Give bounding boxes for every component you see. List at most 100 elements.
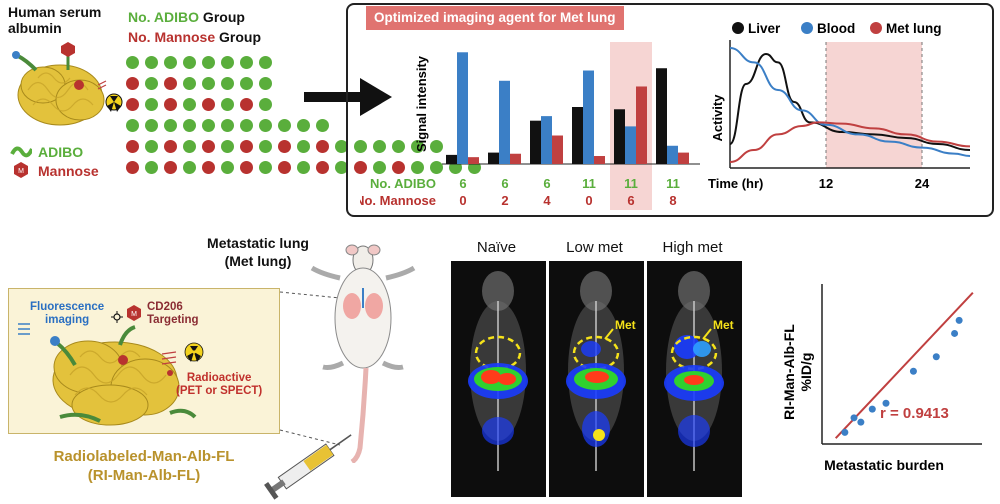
mannose-dot <box>126 161 139 174</box>
mouse-label-line2: (Met lung) <box>224 253 292 269</box>
mannose-dot <box>164 161 177 174</box>
mannose-dot <box>126 140 139 153</box>
adibo-dot <box>373 140 386 153</box>
agent-name-line1: Radiolabeled-Man-Alb-FL <box>53 448 235 465</box>
bar-blood <box>583 70 594 164</box>
adibo-dot <box>411 140 424 153</box>
adibo-dot <box>259 140 272 153</box>
low-met-callout: Met <box>615 318 636 332</box>
adibo-count: 11 <box>624 176 638 191</box>
adibo-dot <box>164 56 177 69</box>
adibo-dot <box>183 119 196 132</box>
adibo-dot <box>145 161 158 174</box>
svg-text:M: M <box>131 311 137 318</box>
mannose-group-title: No. Mannose Group <box>128 29 261 45</box>
mannose-count: 0 <box>459 193 466 208</box>
agent-name: Radiolabeled-Man-Alb-FL (RI-Man-Alb-FL) <box>8 447 280 485</box>
scatter-point <box>882 399 890 407</box>
naive-scan <box>468 271 528 471</box>
scatter-point <box>955 316 963 324</box>
fluorescence-label: Fluorescence imaging <box>30 301 104 327</box>
line-y-axis-label: Activity <box>710 94 725 142</box>
dot-grid <box>126 56 481 186</box>
legend-label-liver: Liver <box>748 21 781 36</box>
line-x-tick: 24 <box>915 176 930 191</box>
mouse-label-line1: Metastatic lung <box>207 235 309 251</box>
scatter-point <box>909 367 917 375</box>
mannose-legend-icon: M <box>14 162 28 178</box>
adibo-dot <box>221 119 234 132</box>
mannose-dot <box>164 77 177 90</box>
adibo-dot <box>202 77 215 90</box>
bar-met-lung <box>510 153 521 164</box>
correlation-chart: r = 0.9413 Metastatic burden RI-Man-Alb-FL… <box>781 284 982 473</box>
adibo-dot <box>240 119 253 132</box>
adibo-dot <box>297 119 310 132</box>
adibo-group-suffix: Group <box>199 9 245 25</box>
mannose-dot <box>240 98 253 111</box>
adibo-dot <box>221 140 234 153</box>
mannose-dot <box>164 140 177 153</box>
agent-name-line2: (RI-Man-Alb-FL) <box>87 467 201 484</box>
scatter-point <box>932 353 940 361</box>
bar-met-lung <box>468 157 479 164</box>
line-met-lung <box>729 121 971 163</box>
mannose-dot <box>126 98 139 111</box>
scatter-point <box>868 405 876 413</box>
adibo-dot <box>259 77 272 90</box>
adibo-group-title: No. ADIBO Group <box>128 9 245 25</box>
scatter-point <box>951 329 959 337</box>
adibo-dot <box>411 161 424 174</box>
adibo-count: 6 <box>459 176 466 191</box>
bar-met-lung <box>594 156 605 164</box>
mannose-dot <box>164 98 177 111</box>
mannose-dot <box>202 161 215 174</box>
adibo-dot <box>373 161 386 174</box>
correlation-annotation: r = 0.9413 <box>880 405 949 422</box>
adibo-dot <box>297 161 310 174</box>
svg-text:M: M <box>18 168 24 175</box>
radioactive-line1: Radioactive <box>186 372 252 384</box>
mannose-legend-label: Mannose <box>38 163 99 179</box>
adibo-dot <box>335 140 348 153</box>
regression-line <box>834 292 974 439</box>
mannose-dot <box>392 161 405 174</box>
scatter-y-axis-label-line1: RI-Man-Alb-FL <box>781 324 797 420</box>
low-met-scan: Met <box>566 271 636 471</box>
adibo-dot <box>126 56 139 69</box>
panel-banner-text: Optimized imaging agent for Met lung <box>374 10 616 25</box>
cd206-label: CD206 Targeting <box>147 301 199 327</box>
mannose-dot <box>354 161 367 174</box>
adibo-dot <box>430 140 443 153</box>
mannose-count: 4 <box>543 193 551 208</box>
adibo-dot <box>126 119 139 132</box>
radiation-waves-icon <box>161 351 177 365</box>
time-highlight-band <box>826 42 922 168</box>
albumin-protein-illustration <box>12 42 123 126</box>
adibo-dot <box>259 56 272 69</box>
bar-blood <box>499 80 510 164</box>
adibo-dot <box>145 77 158 90</box>
mannose-dot <box>278 140 291 153</box>
adibo-legend-label: ADIBO <box>38 144 84 160</box>
legend-label-blood: Blood <box>817 21 855 36</box>
adibo-dot <box>240 56 253 69</box>
line-chart: Liver Blood Met lung Activity Time (hr) 12 24 <box>708 21 971 191</box>
mannose-count: 2 <box>501 193 508 208</box>
mannose-dot <box>316 161 329 174</box>
adibo-dot <box>145 56 158 69</box>
imaging-panel-high-met: Met <box>647 261 742 497</box>
fluorescence-line1: Fluorescence <box>30 301 105 313</box>
bar-liver <box>614 109 625 164</box>
mannose-target-icon: M <box>127 305 141 321</box>
adibo-dot <box>221 98 234 111</box>
adibo-count: 6 <box>543 176 550 191</box>
adibo-dot <box>259 119 272 132</box>
mannose-dot <box>316 140 329 153</box>
flow-arrow <box>304 78 392 116</box>
adibo-group-prefix: No. ADIBO <box>128 9 200 25</box>
adibo-dot <box>240 77 253 90</box>
adibo-dot <box>259 98 272 111</box>
adibo-dot <box>183 161 196 174</box>
legend-marker-blood <box>801 22 813 34</box>
